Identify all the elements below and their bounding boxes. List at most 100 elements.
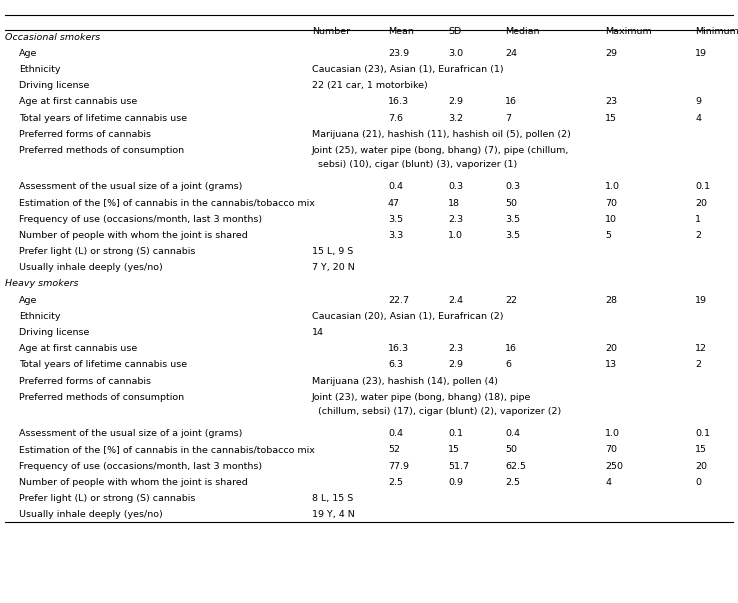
- Text: Total years of lifetime cannabis use: Total years of lifetime cannabis use: [19, 361, 187, 370]
- Text: 7: 7: [505, 113, 511, 122]
- Text: Preferred forms of cannabis: Preferred forms of cannabis: [19, 130, 151, 139]
- Text: 0: 0: [695, 478, 701, 487]
- Text: 19: 19: [695, 295, 707, 305]
- Text: 14: 14: [312, 328, 324, 337]
- Text: Prefer light (L) or strong (S) cannabis: Prefer light (L) or strong (S) cannabis: [19, 494, 196, 503]
- Text: Number of people with whom the joint is shared: Number of people with whom the joint is …: [19, 231, 248, 240]
- Text: 24: 24: [505, 49, 517, 58]
- Text: Caucasian (20), Asian (1), Eurafrican (2): Caucasian (20), Asian (1), Eurafrican (2…: [312, 312, 503, 321]
- Text: 29: 29: [605, 49, 617, 58]
- Text: Number of people with whom the joint is shared: Number of people with whom the joint is …: [19, 478, 248, 487]
- Text: Mean: Mean: [388, 27, 414, 36]
- Text: 2.4: 2.4: [448, 295, 463, 305]
- Text: Preferred methods of consumption: Preferred methods of consumption: [19, 146, 184, 155]
- Text: 62.5: 62.5: [505, 462, 526, 471]
- Text: 8 L, 15 S: 8 L, 15 S: [312, 494, 354, 503]
- Text: 2.5: 2.5: [505, 478, 520, 487]
- Text: 3.5: 3.5: [505, 215, 520, 224]
- Text: Preferred forms of cannabis: Preferred forms of cannabis: [19, 377, 151, 386]
- Text: 70: 70: [605, 446, 617, 455]
- Text: 4: 4: [605, 478, 611, 487]
- Text: 1.0: 1.0: [605, 429, 620, 438]
- Text: Usually inhale deeply (yes/no): Usually inhale deeply (yes/no): [19, 264, 163, 273]
- Text: 50: 50: [505, 198, 517, 207]
- Text: 51.7: 51.7: [448, 462, 469, 471]
- Text: 1.0: 1.0: [605, 182, 620, 191]
- Text: Assessment of the usual size of a joint (grams): Assessment of the usual size of a joint …: [19, 182, 242, 191]
- Text: 10: 10: [605, 215, 617, 224]
- Text: 250: 250: [605, 462, 623, 471]
- Text: 1.0: 1.0: [448, 231, 463, 240]
- Text: 15: 15: [605, 113, 617, 122]
- Text: 20: 20: [605, 344, 617, 353]
- Text: 2: 2: [695, 231, 701, 240]
- Text: 16.3: 16.3: [388, 344, 409, 353]
- Text: 0.3: 0.3: [448, 182, 463, 191]
- Text: 23: 23: [605, 97, 617, 106]
- Text: 20: 20: [695, 198, 707, 207]
- Text: Age at first cannabis use: Age at first cannabis use: [19, 97, 137, 106]
- Text: Number: Number: [312, 27, 350, 36]
- Text: 12: 12: [695, 344, 707, 353]
- Text: Joint (25), water pipe (bong, bhang) (7), pipe (chillum,: Joint (25), water pipe (bong, bhang) (7)…: [312, 146, 570, 155]
- Text: 0.4: 0.4: [388, 182, 403, 191]
- Text: 3.5: 3.5: [505, 231, 520, 240]
- Text: sebsi) (10), cigar (blunt) (3), vaporizer (1): sebsi) (10), cigar (blunt) (3), vaporize…: [312, 160, 517, 169]
- Text: Age: Age: [19, 295, 38, 305]
- Text: 0.3: 0.3: [505, 182, 520, 191]
- Text: Driving license: Driving license: [19, 328, 89, 337]
- Text: 16.3: 16.3: [388, 97, 409, 106]
- Text: 50: 50: [505, 446, 517, 455]
- Text: Usually inhale deeply (yes/no): Usually inhale deeply (yes/no): [19, 510, 163, 519]
- Text: 7.6: 7.6: [388, 113, 403, 122]
- Text: 2.5: 2.5: [388, 478, 403, 487]
- Text: 0.4: 0.4: [505, 429, 520, 438]
- Text: Driving license: Driving license: [19, 81, 89, 90]
- Text: 3.0: 3.0: [448, 49, 463, 58]
- Text: 52: 52: [388, 446, 400, 455]
- Text: Age at first cannabis use: Age at first cannabis use: [19, 344, 137, 353]
- Text: Estimation of the [%] of cannabis in the cannabis/tobacco mix: Estimation of the [%] of cannabis in the…: [19, 198, 315, 207]
- Text: Age: Age: [19, 49, 38, 58]
- Text: 3.3: 3.3: [388, 231, 403, 240]
- Text: 19 Y, 4 N: 19 Y, 4 N: [312, 510, 355, 519]
- Text: 1: 1: [695, 215, 701, 224]
- Text: Minimum: Minimum: [695, 27, 738, 36]
- Text: Frequency of use (occasions/month, last 3 months): Frequency of use (occasions/month, last …: [19, 215, 262, 224]
- Text: 6: 6: [505, 361, 511, 370]
- Text: 19: 19: [695, 49, 707, 58]
- Text: 4: 4: [695, 113, 701, 122]
- Text: Estimation of the [%] of cannabis in the cannabis/tobacco mix: Estimation of the [%] of cannabis in the…: [19, 446, 315, 455]
- Text: 0.9: 0.9: [448, 478, 463, 487]
- Text: 16: 16: [505, 344, 517, 353]
- Text: 23.9: 23.9: [388, 49, 409, 58]
- Text: Frequency of use (occasions/month, last 3 months): Frequency of use (occasions/month, last …: [19, 462, 262, 471]
- Text: Ethnicity: Ethnicity: [19, 312, 61, 321]
- Text: 9: 9: [695, 97, 701, 106]
- Text: 0.1: 0.1: [695, 182, 710, 191]
- Text: 77.9: 77.9: [388, 462, 409, 471]
- Text: Caucasian (23), Asian (1), Eurafrican (1): Caucasian (23), Asian (1), Eurafrican (1…: [312, 65, 503, 74]
- Text: 16: 16: [505, 97, 517, 106]
- Text: 2.3: 2.3: [448, 344, 463, 353]
- Text: 3.5: 3.5: [388, 215, 403, 224]
- Text: Maximum: Maximum: [605, 27, 652, 36]
- Text: 15 L, 9 S: 15 L, 9 S: [312, 247, 354, 256]
- Text: 22 (21 car, 1 motorbike): 22 (21 car, 1 motorbike): [312, 81, 428, 90]
- Text: 2.9: 2.9: [448, 97, 463, 106]
- Text: 18: 18: [448, 198, 460, 207]
- Text: 5: 5: [605, 231, 611, 240]
- Text: Marijuana (23), hashish (14), pollen (4): Marijuana (23), hashish (14), pollen (4): [312, 377, 498, 386]
- Text: 2.9: 2.9: [448, 361, 463, 370]
- Text: SD: SD: [448, 27, 461, 36]
- Text: Median: Median: [505, 27, 539, 36]
- Text: Occasional smokers: Occasional smokers: [5, 33, 100, 42]
- Text: 15: 15: [695, 446, 707, 455]
- Text: (chillum, sebsi) (17), cigar (blunt) (2), vaporizer (2): (chillum, sebsi) (17), cigar (blunt) (2)…: [312, 407, 562, 416]
- Text: 2: 2: [695, 361, 701, 370]
- Text: Heavy smokers: Heavy smokers: [5, 280, 78, 288]
- Text: 28: 28: [605, 295, 617, 305]
- Text: 0.4: 0.4: [388, 429, 403, 438]
- Text: 2.3: 2.3: [448, 215, 463, 224]
- Text: 0.1: 0.1: [448, 429, 463, 438]
